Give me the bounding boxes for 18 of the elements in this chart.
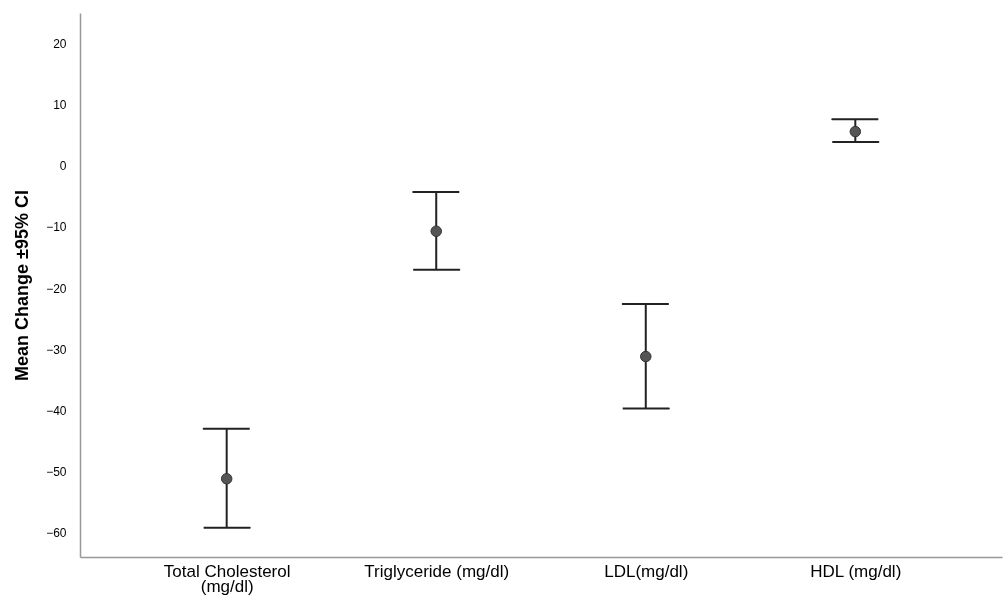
y-tick-label: 20 [53,37,67,52]
y-tick-label: −50 [46,464,67,479]
y-tick-label: −10 [46,220,67,235]
point [220,473,233,485]
x-tick-label: Total Cholesterol (mg/dl) [163,561,291,596]
x-tick-label: HDL (mg/dl) [810,561,902,581]
point [849,125,862,138]
x-tick-label: LDL(mg/dl) [604,561,689,581]
y-tick-label: −40 [46,403,67,418]
y-tick-label: −60 [46,526,67,541]
y-tick-label: −20 [46,281,67,296]
y-tick-label: 10 [53,98,67,113]
y-tick-label: −30 [46,342,67,357]
point [430,225,442,237]
x-tick-label: Triglyceride (mg/dl) [364,561,510,581]
y-axis-title: Mean Change ±95% CI [12,190,33,381]
point [640,350,652,363]
y-tick-label: 0 [59,159,67,174]
